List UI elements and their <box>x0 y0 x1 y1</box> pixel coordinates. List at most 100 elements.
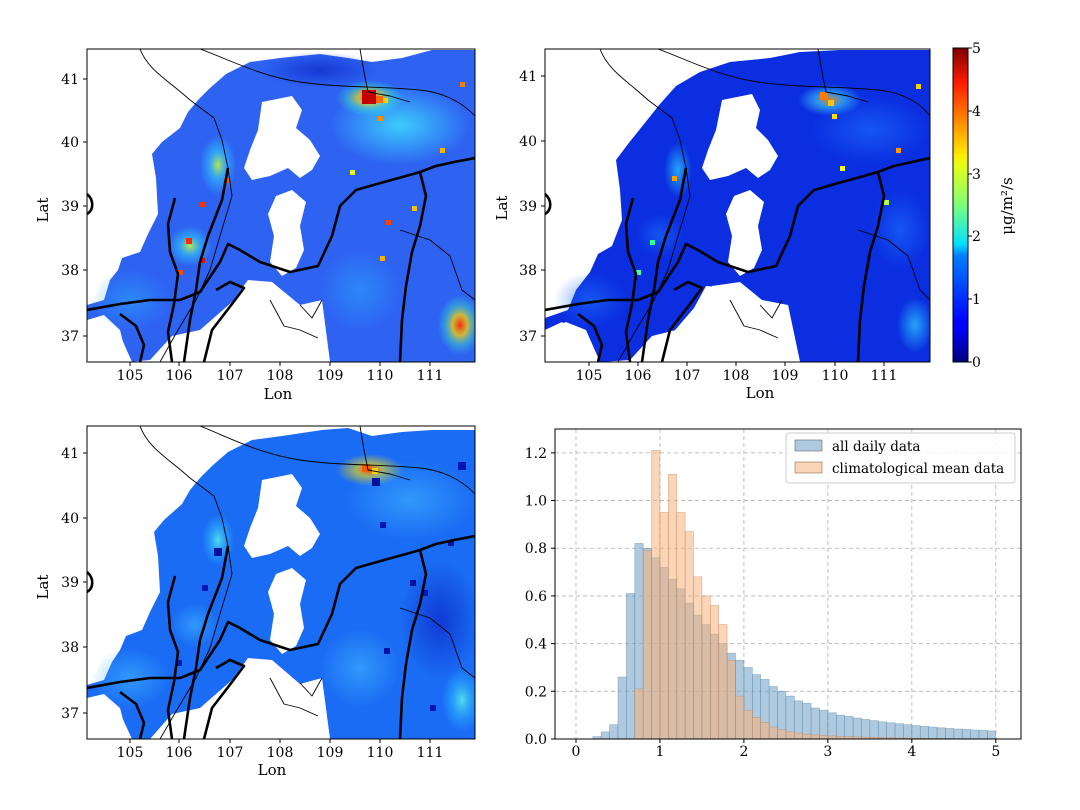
province-border-major <box>182 545 230 739</box>
histogram-bar <box>802 702 812 740</box>
histogram-bar <box>718 624 728 740</box>
y-tick-label: 1.2 <box>525 446 547 462</box>
x-tick-label: 106 <box>625 368 652 384</box>
colorbar-label: μg/m²/s <box>998 177 1016 234</box>
no-data-region <box>87 320 132 362</box>
histogram-frame <box>554 428 1022 740</box>
hotspot <box>320 250 400 330</box>
colorbar-tick-label: 2 <box>972 229 981 245</box>
map-top-right <box>545 49 930 362</box>
y-tick-label: 39 <box>519 199 537 215</box>
hot-pixel <box>386 220 391 225</box>
province-border <box>139 426 233 739</box>
histogram-bar <box>869 720 879 740</box>
province-border <box>599 49 691 362</box>
histogram-bar <box>961 729 971 740</box>
histogram-bar <box>651 450 661 740</box>
colorbar-tick-label: 0 <box>972 355 981 371</box>
hot-pixel <box>828 100 834 106</box>
histogram-bar <box>953 728 963 740</box>
province-border <box>399 229 475 301</box>
province-border <box>657 49 930 117</box>
province-border-major <box>856 171 886 362</box>
hot-pixel <box>412 206 417 211</box>
no-data-region <box>268 190 306 276</box>
x-tick-label: 5 <box>991 744 1000 760</box>
hot-pixel <box>350 170 355 175</box>
colorbar-frame <box>952 47 969 363</box>
x-tick-label: 107 <box>674 368 701 384</box>
province-border <box>399 607 475 679</box>
no-data-region <box>87 426 200 678</box>
x-tick-label: 1 <box>655 744 664 760</box>
x-tick-label: 105 <box>117 745 144 761</box>
x-axis-label: Lon <box>258 761 287 779</box>
y-tick-label: 39 <box>61 575 79 591</box>
province-border <box>359 49 411 103</box>
low-pixel <box>384 648 390 654</box>
hot-pixel <box>362 90 376 104</box>
histogram-bar <box>894 723 904 740</box>
histogram-bar <box>802 733 812 740</box>
colorbar-tick-label: 5 <box>972 41 981 57</box>
x-tick-label: 108 <box>723 368 750 384</box>
histogram-bar <box>684 531 694 740</box>
x-axis-label: Lon <box>746 384 775 402</box>
province-border <box>817 49 869 103</box>
histogram-bar <box>752 717 762 740</box>
histogram-bar <box>609 724 619 740</box>
province-border-major <box>166 575 180 739</box>
x-tick-label: 106 <box>166 745 193 761</box>
no-data-region <box>545 49 660 300</box>
histogram-bars <box>592 450 997 740</box>
y-axis-label: Lat <box>34 575 52 600</box>
province-border-major <box>166 197 180 362</box>
hot-pixel <box>186 238 192 244</box>
histogram-bar <box>919 726 929 740</box>
legend-label: climatological mean data <box>832 461 1004 477</box>
histogram-bar <box>600 731 610 740</box>
province-border-major <box>660 280 704 362</box>
histogram-bar <box>945 728 955 740</box>
histogram-bar <box>810 734 820 740</box>
no-data-region <box>702 94 778 180</box>
x-tick-label: 108 <box>267 745 294 761</box>
histogram-bar <box>886 722 896 740</box>
province-border <box>139 49 233 362</box>
histogram-bar <box>726 660 736 740</box>
x-tick-label: 2 <box>739 744 748 760</box>
low-pixel <box>422 590 428 596</box>
low-pixel <box>202 585 208 591</box>
hotspot <box>260 52 380 88</box>
y-tick-label: 39 <box>61 199 79 215</box>
province-border-major <box>87 193 94 216</box>
y-tick-label: 0.0 <box>525 732 547 748</box>
x-axis-label: Lon <box>264 385 293 403</box>
province-border-major <box>87 571 94 594</box>
legend: all daily data climatological mean data <box>785 432 1016 484</box>
legend-swatch <box>794 461 823 474</box>
y-tick-label: 0.6 <box>525 589 547 605</box>
histogram-panel: 0 1 2 3 4 5 0.0 0.2 0.4 0.6 0.8 1.0 1.2 all daily da… <box>525 428 1022 760</box>
y-tick-label: 38 <box>61 263 79 279</box>
x-tick-label: 108 <box>267 368 294 384</box>
hot-pixel <box>636 270 641 275</box>
province-border-major <box>87 534 475 690</box>
hot-pixel <box>672 176 677 181</box>
x-tick-label: 109 <box>772 368 799 384</box>
x-tick-label: 107 <box>217 368 244 384</box>
hot-pixel <box>916 84 921 89</box>
y-tick-label: 41 <box>519 69 537 85</box>
hotspot <box>870 190 930 270</box>
x-tick-label: 111 <box>871 368 898 384</box>
no-data-region <box>726 190 764 276</box>
y-tick-label: 40 <box>61 511 79 527</box>
hot-pixel <box>832 114 837 119</box>
histogram-bar <box>735 695 745 740</box>
hotspot <box>664 142 692 198</box>
no-data-region <box>545 322 588 362</box>
province-border-major <box>202 280 246 362</box>
no-data-region <box>244 96 320 180</box>
histogram-bar <box>626 593 636 740</box>
histogram-bar <box>768 726 778 740</box>
